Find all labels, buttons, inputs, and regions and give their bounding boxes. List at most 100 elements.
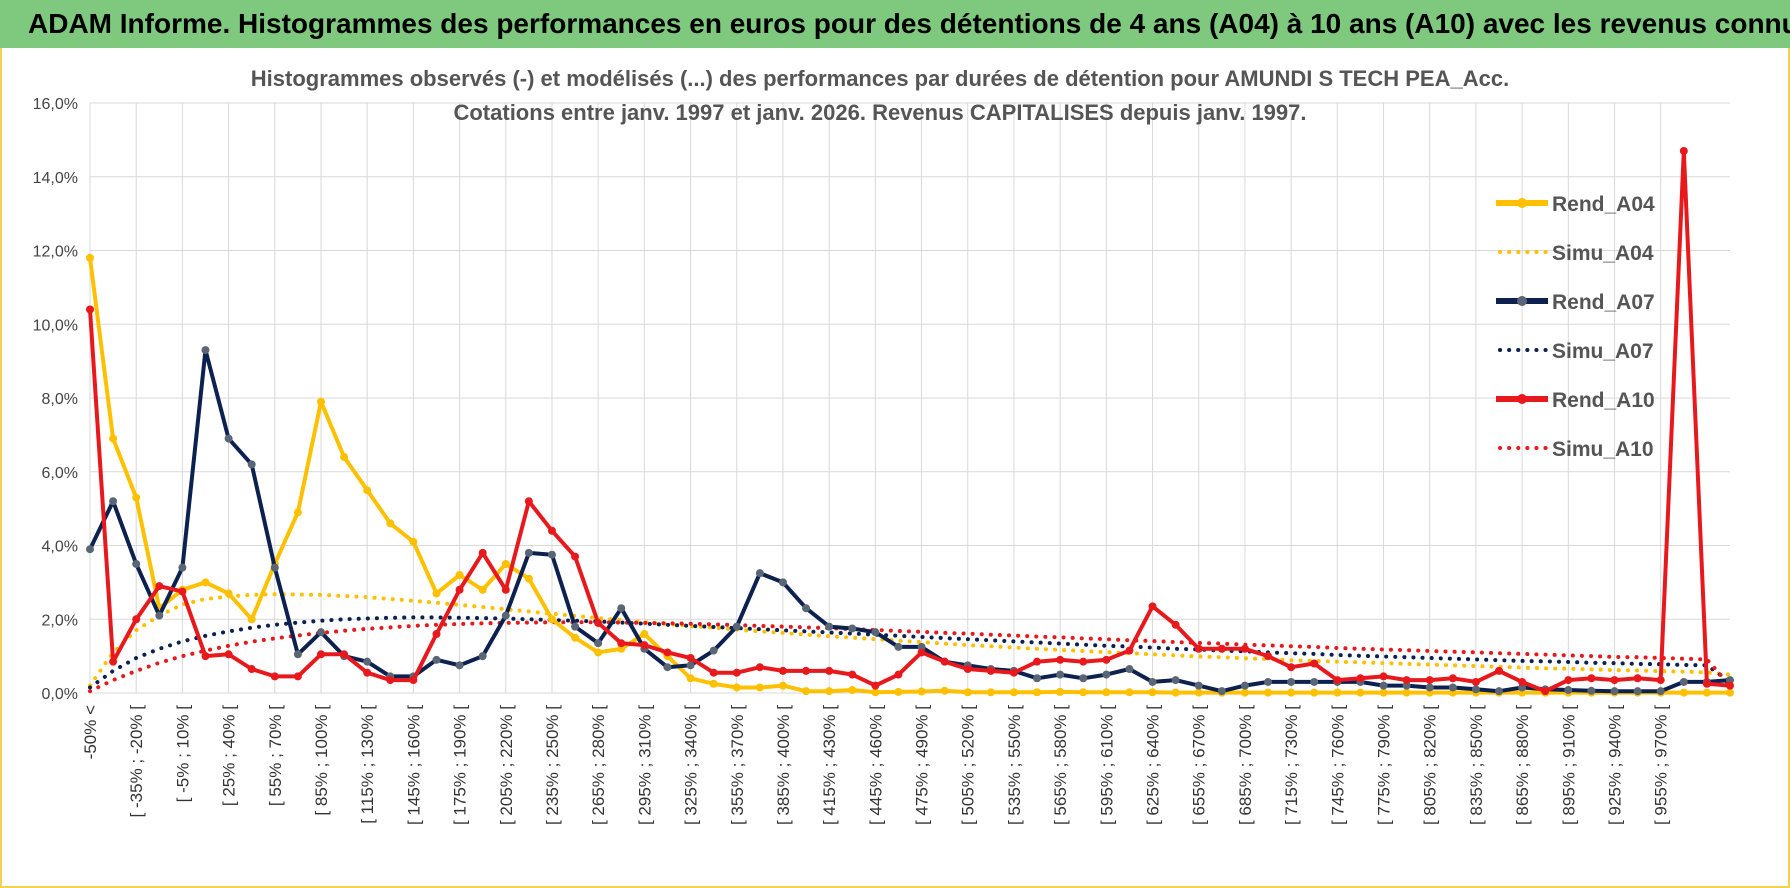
data-point [1610, 676, 1619, 685]
x-tick-label: [ 505% ; 520% [ [959, 705, 978, 825]
data-point [1610, 687, 1619, 696]
legend-label: Rend_A10 [1552, 389, 1655, 412]
x-tick-label: [ 805% ; 820% [ [1421, 705, 1440, 825]
data-point [1379, 672, 1388, 681]
data-point [1448, 674, 1457, 683]
data-point [432, 655, 441, 664]
data-point [1217, 644, 1226, 653]
series-line [88, 148, 1731, 694]
data-point [1240, 644, 1249, 653]
data-point [1194, 681, 1203, 690]
data-point [986, 666, 995, 675]
x-tick-label: [ 55% ; 70% [ [266, 705, 285, 806]
data-point [1587, 686, 1596, 695]
data-point [1518, 683, 1527, 692]
chart-subtitle: Cotations entre janv. 1997 et janv. 2026… [453, 100, 1306, 125]
data-point [155, 611, 164, 620]
data-point [1033, 674, 1042, 683]
data-point [86, 305, 94, 314]
data-point [1356, 688, 1365, 697]
data-point [663, 648, 672, 657]
x-tick-label: [ 865% ; 880% [ [1513, 705, 1532, 825]
data-point [894, 670, 903, 679]
data-point [547, 550, 556, 559]
data-point [963, 688, 972, 697]
series-rend-a10 [86, 146, 1734, 696]
data-point [940, 686, 949, 695]
y-tick-label: 2,0% [42, 612, 78, 629]
x-tick-label: [ 355% ; 370% [ [728, 705, 747, 825]
data-point [1448, 683, 1457, 692]
data-point [432, 589, 441, 598]
data-point [524, 548, 533, 557]
x-tick-label: [ 205% ; 220% [ [497, 705, 516, 825]
x-tick-label: [ 25% ; 40% [ [220, 705, 239, 806]
data-point [686, 653, 695, 662]
data-point [1402, 676, 1411, 685]
data-point [709, 646, 718, 655]
legend-item: Rend_A04 [1496, 193, 1655, 216]
legend-marker [1517, 296, 1527, 306]
data-point [1287, 688, 1296, 697]
data-point [802, 666, 811, 675]
data-point [1333, 688, 1342, 697]
data-point [1148, 688, 1157, 697]
data-point [802, 687, 811, 696]
data-point [802, 604, 811, 613]
data-point [1148, 677, 1157, 686]
data-point [755, 683, 764, 692]
legend-item: Rend_A10 [1496, 389, 1655, 412]
data-point [132, 559, 141, 568]
x-tick-label: [ 235% ; 250% [ [543, 705, 562, 825]
data-point [1679, 146, 1688, 155]
data-point [1310, 677, 1319, 686]
data-point [201, 346, 210, 355]
data-point [848, 686, 857, 695]
y-tick-label: 8,0% [42, 391, 78, 408]
page-title: ADAM Informe. Histogrammes des performan… [0, 0, 1790, 48]
data-point [1587, 674, 1596, 683]
data-point [1009, 688, 1018, 697]
data-point [1125, 665, 1134, 674]
series-line [88, 592, 1732, 688]
data-point [547, 615, 556, 624]
data-point [1287, 677, 1296, 686]
legend-label: Rend_A07 [1552, 291, 1655, 314]
series-simu-a04 [88, 592, 1732, 688]
data-point [1495, 687, 1504, 696]
legend-item: Rend_A07 [1496, 291, 1655, 314]
data-point [409, 537, 418, 546]
x-tick-label: [ 445% ; 460% [ [866, 705, 885, 825]
data-point [1171, 676, 1180, 685]
x-tick-label: [ 265% ; 280% [ [589, 705, 608, 825]
data-point [709, 668, 718, 677]
data-point [1726, 681, 1734, 690]
chart-legend: Rend_A04 Simu_A04 Rend_A07 Simu_A07 Rend_A10… [1496, 193, 1655, 461]
data-point [224, 434, 233, 443]
data-point [1264, 677, 1273, 686]
data-point [178, 587, 187, 596]
data-point [1379, 688, 1388, 697]
legend-label: Simu_A07 [1552, 340, 1654, 363]
legend-marker [1517, 394, 1527, 404]
data-point [1356, 674, 1365, 683]
data-point [455, 571, 464, 579]
data-point [1679, 677, 1688, 686]
legend-item: Simu_A10 [1498, 438, 1654, 461]
data-point [316, 628, 325, 637]
data-point [247, 615, 256, 624]
data-point [871, 681, 880, 690]
data-point [1240, 681, 1249, 690]
legend-label: Rend_A04 [1552, 193, 1655, 216]
data-point [1033, 688, 1042, 697]
data-point [316, 650, 325, 659]
data-point [871, 628, 880, 637]
x-tick-label: [ 295% ; 310% [ [635, 705, 654, 825]
x-tick-label: [ 715% ; 730% [ [1282, 705, 1301, 825]
y-axis-ticks: 0,0% 2,0% 4,0% 6,0% 8,0% 10,0% 12,0% 14,0% 16,0% [33, 96, 78, 703]
data-point [594, 648, 603, 657]
data-point [594, 639, 603, 648]
legend-label: Simu_A04 [1552, 242, 1654, 265]
data-point [1726, 676, 1734, 685]
